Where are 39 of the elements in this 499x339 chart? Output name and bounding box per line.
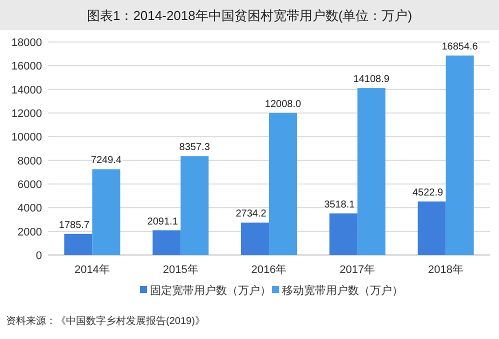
data-label: 1785.7 [58,220,90,231]
y-tick-label: 14000 [11,84,42,96]
bar [329,213,358,255]
data-label: 12008.0 [264,98,302,110]
x-tick-label: 2016年 [251,264,287,276]
bar [180,156,209,255]
data-label: 2091.1 [147,216,178,228]
bar [446,56,474,255]
bar [269,112,297,255]
bar [418,201,446,255]
bar [241,222,269,255]
data-label: 7249.4 [90,155,122,166]
legend-label: 移动宽带用户数（万户） [282,284,403,297]
data-label: 2734.2 [236,208,267,220]
y-tick-label: 6000 [18,179,42,191]
legend-label: 固定宽带用户数（万户） [150,284,271,297]
x-tick-label: 2014年 [74,264,110,276]
bar [92,169,120,255]
x-tick-label: 2015年 [162,264,198,276]
data-label: 4522.9 [412,187,444,198]
bar [152,230,181,255]
data-label: 8357.3 [179,142,210,154]
chart-title: 图表1：2014-2018年中国贫困村宽带用户数(单位：万户) [86,8,412,23]
text: 资料来源：《中国数字乡村发展报告(2019)》 [6,315,205,327]
y-tick-label: 2000 [18,226,42,238]
bar [64,234,92,255]
y-tick-label: 8000 [18,155,42,168]
y-tick-label: 18000 [11,37,42,49]
y-tick-label: 4000 [18,202,42,215]
y-tick-label: 0 [36,250,42,262]
y-tick-label: 12000 [11,108,42,120]
y-tick-label: 16000 [11,60,42,73]
data-label: 3518.1 [324,199,356,210]
x-tick-label: 2017年 [340,264,376,276]
x-tick-label: 2018年 [428,264,464,276]
data-label: 14108.9 [353,74,390,86]
data-label: 16854.6 [442,42,478,53]
y-tick-label: 10000 [11,132,42,144]
bar [357,88,386,255]
